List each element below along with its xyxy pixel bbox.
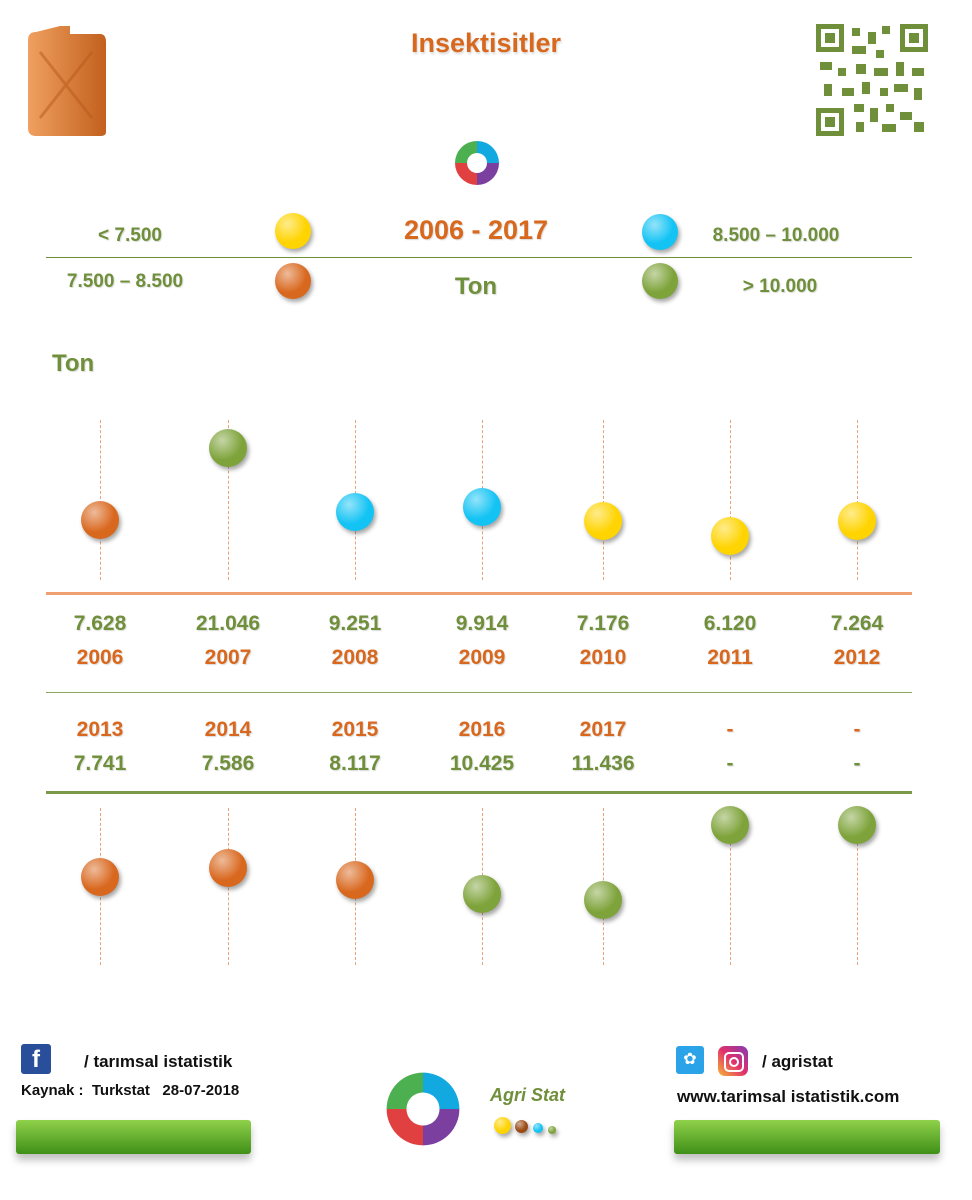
middle-divider: [46, 692, 912, 693]
year-label: -: [726, 718, 734, 741]
legend-divider: [46, 257, 912, 258]
guide-line: [857, 808, 858, 965]
year-label: 2016: [458, 718, 506, 741]
jerrycan-icon: [26, 22, 108, 138]
data-value-label: -: [853, 752, 861, 775]
twitter-icon[interactable]: ✿: [676, 1046, 704, 1074]
data-value-label: 10.425: [449, 752, 515, 775]
agristat-handle[interactable]: / agristat: [762, 1052, 833, 1071]
year-label: 2014: [204, 718, 252, 741]
year-label: 2007: [204, 646, 252, 669]
year-label: 2006: [76, 646, 124, 669]
instagram-icon[interactable]: [718, 1046, 748, 1076]
data-value-label: 6.120: [703, 612, 757, 635]
guide-line: [730, 420, 731, 580]
website-link[interactable]: www.tarimsal istatistik.com: [677, 1087, 900, 1106]
data-point: [336, 861, 374, 899]
data-point: [463, 488, 501, 526]
data-value-label: 9.914: [455, 612, 509, 635]
legend-unit: Ton: [454, 273, 498, 300]
bottom-axis-line: [46, 791, 912, 794]
year-label: 2012: [833, 646, 881, 669]
brand-dot-green: [548, 1126, 556, 1134]
guide-line: [857, 420, 858, 580]
legend-dot-green: [642, 263, 678, 299]
source-text: Kaynak : Turkstat 28-07-2018: [21, 1082, 240, 1099]
brand-dot-orange: [515, 1120, 528, 1133]
data-value-label: 7.264: [830, 612, 884, 635]
chart-ylabel: Ton: [52, 350, 95, 377]
data-point: [336, 493, 374, 531]
year-label: 2013: [76, 718, 124, 741]
year-label: 2011: [707, 646, 753, 669]
data-point: [584, 881, 622, 919]
top-axis-line: [46, 592, 912, 595]
legend-dot-blue: [642, 214, 678, 250]
legend-label-1: < 7.500: [98, 225, 162, 246]
legend-dot-yellow: [275, 213, 311, 249]
data-point: [81, 858, 119, 896]
brand-name: Agri Stat: [490, 1085, 566, 1105]
page-title: Insektisitler: [410, 28, 562, 58]
data-point: [584, 502, 622, 540]
data-point: [711, 806, 749, 844]
year-label: 2010: [579, 646, 627, 669]
guide-line: [730, 808, 731, 965]
year-label: -: [853, 718, 861, 741]
data-value-label: 7.586: [201, 752, 255, 775]
facebook-handle[interactable]: / tarımsal istatistik: [84, 1052, 233, 1071]
grass-left: [16, 1120, 251, 1154]
year-label: 2008: [331, 646, 379, 669]
guide-line: [228, 420, 229, 580]
year-label: 2015: [331, 718, 379, 741]
data-value-label: 11.436: [571, 752, 635, 775]
brand-dot-blue: [533, 1123, 543, 1133]
data-point: [838, 806, 876, 844]
data-point: [463, 875, 501, 913]
qr-code-icon: [816, 24, 928, 136]
legend-label-4: > 10.000: [742, 276, 818, 297]
data-value-label: 7.741: [73, 752, 127, 775]
legend-period: 2006 - 2017: [403, 215, 549, 245]
agristat-footer-logo-icon: [380, 1066, 466, 1152]
legend-label-3: 8.500 – 10.000: [712, 225, 840, 246]
data-point: [209, 429, 247, 467]
data-value-label: 8.117: [329, 752, 381, 775]
guide-line: [100, 420, 101, 580]
brand-dot-yellow: [494, 1117, 511, 1134]
grass-right: [674, 1120, 940, 1154]
data-point: [209, 849, 247, 887]
data-point: [81, 501, 119, 539]
legend-dot-orange: [275, 263, 311, 299]
data-value-label: 7.628: [73, 612, 127, 635]
data-point: [838, 501, 876, 540]
data-value-label: 21.046: [195, 612, 261, 635]
agristat-logo-icon: [451, 137, 503, 189]
legend-label-2: 7.500 – 8.500: [66, 271, 184, 292]
year-label: 2009: [458, 646, 506, 669]
data-value-label: 9.251: [328, 612, 382, 635]
data-value-label: -: [726, 752, 734, 775]
guide-line: [603, 420, 604, 580]
data-value-label: 7.176: [576, 612, 630, 635]
year-label: 2017: [579, 718, 627, 741]
data-point: [711, 517, 749, 555]
facebook-icon[interactable]: f: [21, 1044, 51, 1074]
